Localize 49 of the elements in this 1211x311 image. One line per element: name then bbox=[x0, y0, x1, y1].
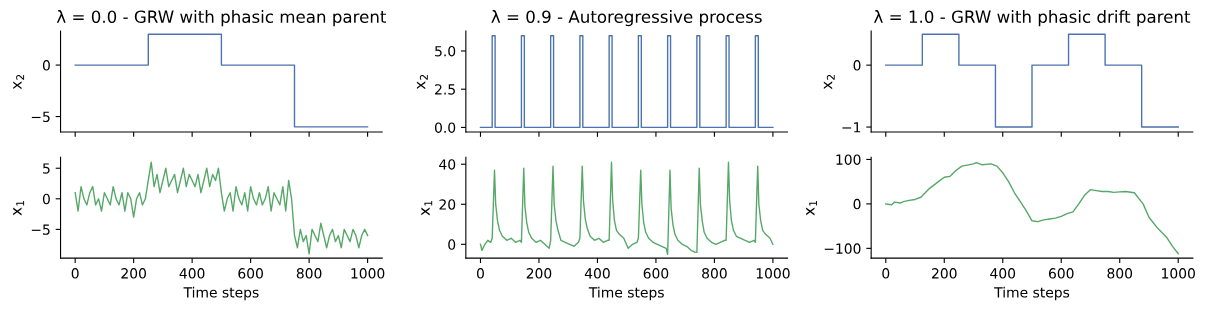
x-tick-label: 0 bbox=[71, 268, 79, 279]
x-tick-label: 1000 bbox=[756, 268, 790, 279]
y-tick-label: −1 bbox=[842, 122, 861, 133]
y-tick-label: −5 bbox=[31, 111, 50, 123]
y-tick-label: −5 bbox=[31, 224, 50, 235]
y-axis-title: x$_{1}$ bbox=[806, 200, 818, 216]
x-axis-title: Time steps bbox=[994, 286, 1070, 301]
y-axis-title: x$_{2}$ bbox=[823, 74, 835, 90]
y-axis-title: x$_{2}$ bbox=[416, 74, 428, 90]
y-tick-label: 0 bbox=[853, 60, 861, 71]
chart-title: λ = 0.9 - Autoregressive process bbox=[491, 10, 762, 27]
x-tick-label: 800 bbox=[296, 268, 322, 279]
y-tick-label: 0 bbox=[853, 198, 861, 210]
line-series bbox=[479, 161, 774, 256]
y-tick-label: 0 bbox=[42, 193, 50, 205]
y-tick-label: −100 bbox=[824, 243, 861, 254]
chart-title: λ = 0.0 - GRW with phasic mean parent bbox=[56, 10, 387, 27]
x-tick-label: 600 bbox=[238, 268, 263, 279]
x-tick-label: 200 bbox=[932, 268, 957, 279]
x-tick-label: 200 bbox=[526, 268, 552, 279]
x-tick-label: 400 bbox=[179, 268, 205, 279]
y-tick-label: 20 bbox=[439, 199, 456, 210]
y-tick-label: 5 bbox=[43, 163, 50, 174]
x-tick-label: 0 bbox=[882, 268, 890, 279]
x-tick-label: 400 bbox=[990, 268, 1016, 279]
line-series bbox=[885, 161, 1179, 255]
x-tick-label: 800 bbox=[702, 268, 727, 279]
x-axis-title: Time steps bbox=[588, 286, 664, 301]
x-tick-label: 1000 bbox=[1162, 268, 1195, 279]
y-tick-label: 5.0 bbox=[435, 45, 456, 57]
x-tick-label: 1000 bbox=[351, 268, 385, 279]
y-tick-label: 40 bbox=[439, 159, 456, 170]
y-tick-label: 0.0 bbox=[434, 122, 456, 133]
y-axis-title: x$_{1}$ bbox=[421, 200, 433, 216]
x-tick-label: 600 bbox=[643, 268, 669, 279]
chart-title: λ = 1.0 - GRW with phasic drift parent bbox=[873, 10, 1191, 27]
y-tick-label: 2.5 bbox=[435, 84, 455, 95]
x-tick-label: 600 bbox=[1048, 268, 1074, 279]
x-tick-label: 400 bbox=[584, 268, 610, 279]
x-tick-label: 200 bbox=[121, 268, 146, 279]
y-tick-label: 0 bbox=[448, 239, 456, 250]
x-tick-label: 0 bbox=[476, 268, 484, 279]
y-tick-label: 100 bbox=[836, 154, 861, 165]
y-axis-title: x$_{1}$ bbox=[13, 200, 25, 216]
y-tick-label: 0 bbox=[42, 60, 50, 71]
x-axis-title: Time steps bbox=[183, 286, 259, 301]
x-tick-label: 800 bbox=[1107, 268, 1133, 279]
y-axis-title: x$_{2}$ bbox=[13, 74, 25, 90]
line-series bbox=[74, 161, 369, 255]
